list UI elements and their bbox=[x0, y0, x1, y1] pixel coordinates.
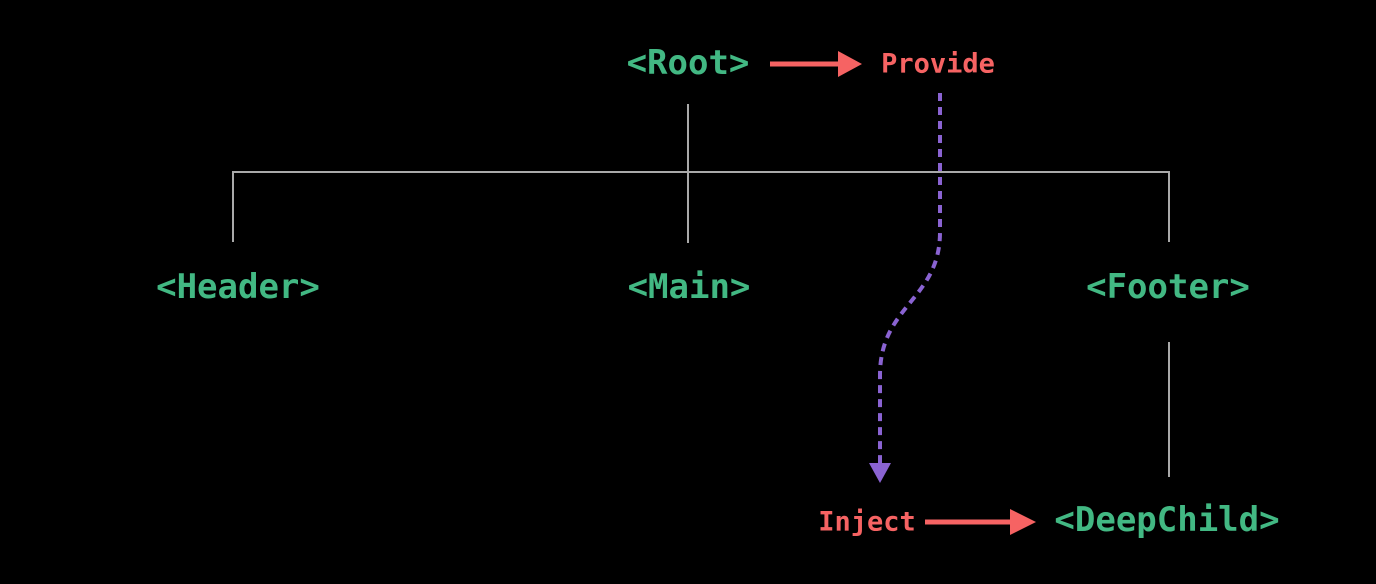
tree-line-footer-to-deepchild bbox=[1168, 342, 1170, 477]
node-main: <Main> bbox=[627, 267, 751, 307]
tree-line-branch-horizontal bbox=[232, 171, 1170, 173]
provide-flow-dashed-line bbox=[878, 93, 942, 464]
tree-line-root-to-main bbox=[687, 104, 689, 243]
node-header: <Header> bbox=[156, 267, 320, 307]
flow-arrowhead-icon bbox=[869, 463, 891, 483]
tree-line-to-footer bbox=[1168, 171, 1170, 242]
node-root: <Root> bbox=[626, 43, 750, 83]
node-deepchild: <DeepChild> bbox=[1054, 500, 1280, 540]
inject-arrow-icon bbox=[1010, 509, 1036, 535]
provide-arrow-icon bbox=[838, 51, 862, 77]
inject-label: Inject bbox=[818, 506, 916, 538]
tree-line-to-header bbox=[232, 171, 234, 242]
provide-label: Provide bbox=[881, 48, 995, 80]
node-footer: <Footer> bbox=[1086, 267, 1250, 307]
